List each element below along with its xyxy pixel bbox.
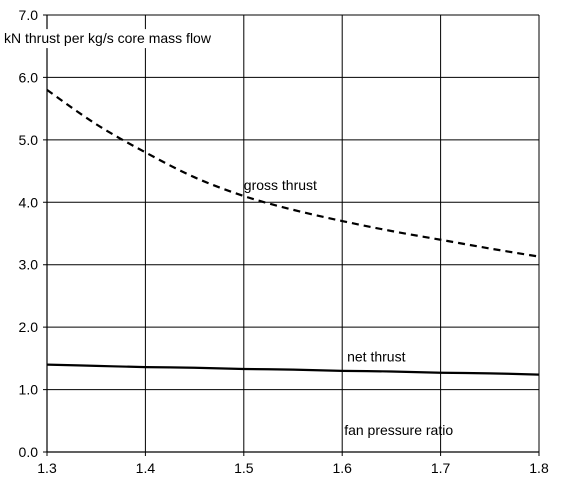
x-tick-label: 1.3: [37, 460, 57, 476]
y-tick-label: 6.0: [19, 69, 39, 85]
y-tick-label: 1.0: [19, 382, 39, 398]
y-tick-label: 3.0: [19, 257, 39, 273]
y-axis-label: kN thrust per kg/s core mass flow: [4, 30, 212, 46]
y-tick-label: 5.0: [19, 132, 39, 148]
series-layer: [46, 89, 540, 376]
x-tick-label: 1.6: [332, 460, 352, 476]
series-line-net-thrust: [46, 363, 540, 376]
x-tick-label: 1.7: [431, 460, 451, 476]
x-axis-label: fan pressure ratio: [344, 422, 453, 438]
series-label-net-thrust: net thrust: [347, 348, 405, 364]
series-label-gross-thrust: gross thrust: [244, 177, 317, 193]
y-tick-label: 4.0: [19, 194, 39, 210]
x-tick-label: 1.4: [136, 460, 156, 476]
label-layer: kN thrust per kg/s core mass flow fan pr…: [2, 29, 453, 438]
x-tick-label: 1.8: [529, 460, 549, 476]
y-axis-label-background: [2, 29, 236, 49]
y-tick-label: 0.0: [19, 444, 39, 460]
series-line-gross-thrust: [46, 89, 540, 258]
y-tick-label: 2.0: [19, 319, 39, 335]
grid-layer: [43, 14, 540, 456]
x-tick-label: 1.5: [234, 460, 254, 476]
y-tick-label: 7.0: [19, 7, 39, 23]
axis-layer: 1.3 1.4 1.5 1.6 1.7 1.8 0.0 1.0 2.0 3.0 4.0 5.0 6.0 7…: [19, 7, 549, 476]
